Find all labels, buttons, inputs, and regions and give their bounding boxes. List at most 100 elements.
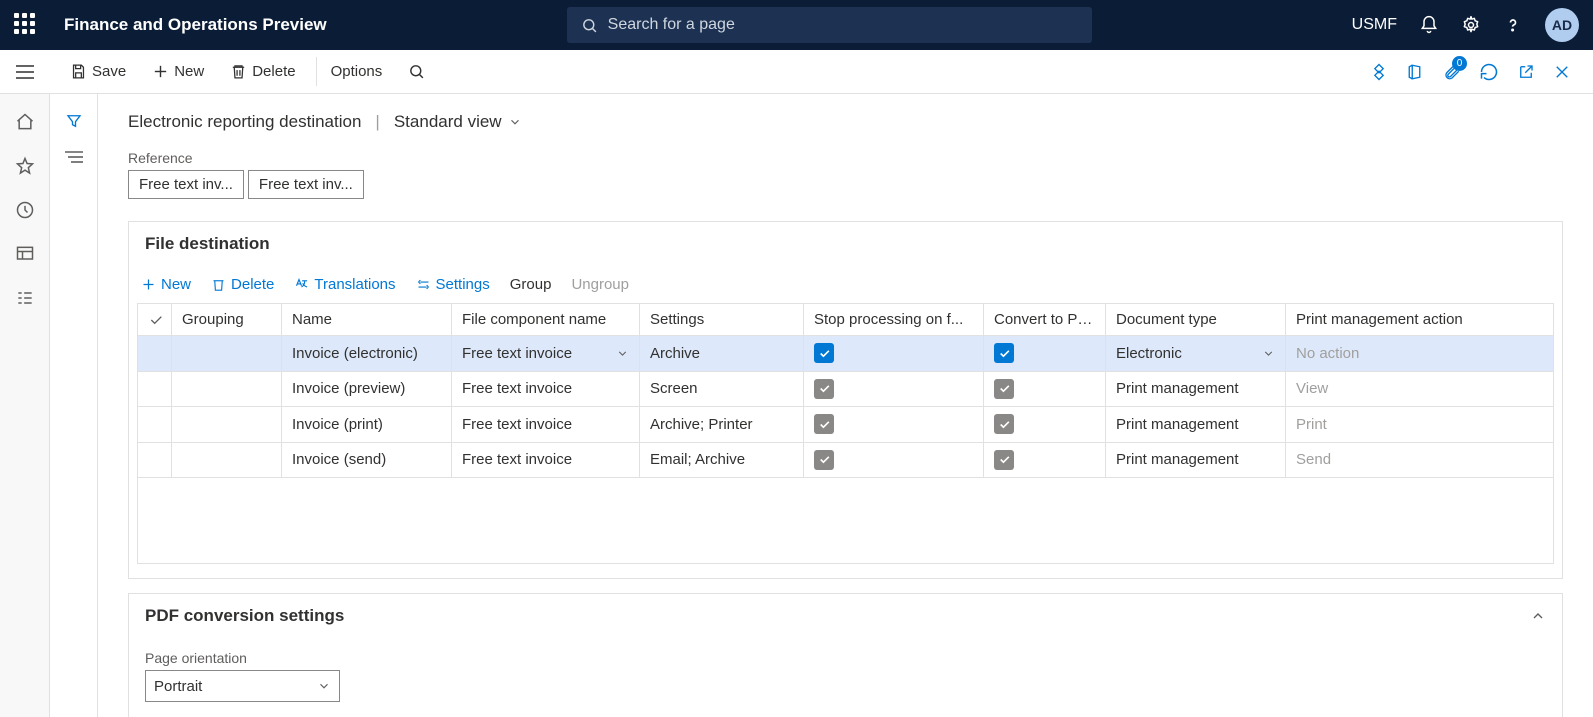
fd-settings-button[interactable]: Settings — [416, 276, 490, 293]
file-destination-header[interactable]: File destination — [129, 222, 1562, 266]
table-row[interactable]: Invoice (preview)Free text invoiceScreen… — [138, 371, 1554, 407]
cell-pma[interactable]: Send — [1286, 442, 1554, 478]
avatar[interactable]: AD — [1545, 8, 1579, 42]
cell-stop[interactable] — [804, 336, 984, 372]
gear-icon[interactable] — [1461, 15, 1481, 35]
cell-file-component[interactable]: Free text invoice — [452, 407, 640, 443]
save-button[interactable]: Save — [60, 57, 136, 86]
cell-stop[interactable] — [804, 371, 984, 407]
col-file-component[interactable]: File component name — [452, 304, 640, 336]
cell-file-component[interactable]: Free text invoice — [452, 336, 640, 372]
body: Electronic reporting destination | Stand… — [0, 94, 1593, 717]
cell-grouping[interactable] — [172, 371, 282, 407]
home-icon[interactable] — [15, 112, 35, 132]
cell-grouping[interactable] — [172, 407, 282, 443]
fd-new-button[interactable]: New — [141, 276, 191, 293]
row-selector[interactable] — [138, 371, 172, 407]
col-grouping[interactable]: Grouping — [172, 304, 282, 336]
office-icon[interactable] — [1407, 62, 1425, 82]
help-icon[interactable] — [1503, 15, 1523, 35]
table-row[interactable]: Invoice (send)Free text invoiceEmail; Ar… — [138, 442, 1554, 478]
cell-convert[interactable] — [984, 336, 1106, 372]
select-all-header[interactable] — [138, 304, 172, 336]
diamond-icon[interactable] — [1369, 62, 1389, 82]
cell-pma[interactable]: No action — [1286, 336, 1554, 372]
cell-file-component[interactable]: Free text invoice — [452, 442, 640, 478]
col-stop[interactable]: Stop processing on f... — [804, 304, 984, 336]
checkbox-stop[interactable] — [814, 379, 834, 399]
main-content: Electronic reporting destination | Stand… — [98, 94, 1593, 717]
row-selector[interactable] — [138, 336, 172, 372]
cell-doc-type[interactable]: Electronic — [1106, 336, 1286, 372]
cell-file-component[interactable]: Free text invoice — [452, 371, 640, 407]
cell-settings[interactable]: Archive; Printer — [640, 407, 804, 443]
attach-icon[interactable]: 0 — [1443, 62, 1461, 82]
cmd-search-button[interactable] — [398, 57, 435, 86]
fd-group-button[interactable]: Group — [510, 276, 552, 293]
checkbox-convert[interactable] — [994, 414, 1014, 434]
search-input[interactable]: Search for a page — [567, 7, 1092, 43]
col-name[interactable]: Name — [282, 304, 452, 336]
cell-settings[interactable]: Archive — [640, 336, 804, 372]
related-icon[interactable] — [65, 150, 83, 164]
cell-name[interactable]: Invoice (preview) — [282, 371, 452, 407]
row-selector[interactable] — [138, 442, 172, 478]
workspace-icon[interactable] — [15, 244, 35, 264]
recent-icon[interactable] — [15, 200, 35, 220]
table-row[interactable]: Invoice (print)Free text invoiceArchive;… — [138, 407, 1554, 443]
cell-doc-type[interactable]: Print management — [1106, 442, 1286, 478]
checkbox-stop[interactable] — [814, 343, 834, 363]
fd-translations-button[interactable]: Translations — [294, 276, 395, 293]
table-row[interactable]: Invoice (electronic)Free text invoiceArc… — [138, 336, 1554, 372]
col-convert[interactable]: Convert to PDF — [984, 304, 1106, 336]
new-button[interactable]: New — [142, 57, 214, 86]
cell-grouping[interactable] — [172, 336, 282, 372]
cell-stop[interactable] — [804, 407, 984, 443]
cell-grouping[interactable] — [172, 442, 282, 478]
checkbox-stop[interactable] — [814, 414, 834, 434]
checkbox-convert[interactable] — [994, 450, 1014, 470]
checkbox-stop[interactable] — [814, 450, 834, 470]
reference-chip[interactable]: Free text inv... — [128, 170, 244, 199]
top-nav: Finance and Operations Preview Search fo… — [0, 0, 1593, 50]
star-icon[interactable] — [15, 156, 35, 176]
close-icon[interactable] — [1553, 63, 1571, 81]
orientation-select[interactable]: Portrait — [145, 670, 340, 702]
hamburger-icon[interactable] — [0, 50, 50, 94]
cell-doc-type[interactable]: Print management — [1106, 371, 1286, 407]
modules-icon[interactable] — [15, 288, 35, 308]
cell-name[interactable]: Invoice (send) — [282, 442, 452, 478]
cell-settings[interactable]: Email; Archive — [640, 442, 804, 478]
cell-name[interactable]: Invoice (electronic) — [282, 336, 452, 372]
cell-stop[interactable] — [804, 442, 984, 478]
refresh-icon[interactable] — [1479, 62, 1499, 82]
filter-icon[interactable] — [65, 112, 83, 130]
cell-pma[interactable]: View — [1286, 371, 1554, 407]
col-doc-type[interactable]: Document type — [1106, 304, 1286, 336]
col-settings[interactable]: Settings — [640, 304, 804, 336]
col-pma[interactable]: Print management action — [1286, 304, 1554, 336]
cell-convert[interactable] — [984, 442, 1106, 478]
chevron-down-icon — [1262, 347, 1275, 360]
delete-button[interactable]: Delete — [220, 57, 305, 86]
legal-entity[interactable]: USMF — [1352, 16, 1397, 34]
checkbox-convert[interactable] — [994, 379, 1014, 399]
app-launcher-icon[interactable] — [14, 13, 38, 37]
cell-settings[interactable]: Screen — [640, 371, 804, 407]
cell-doc-type[interactable]: Print management — [1106, 407, 1286, 443]
reference-chip[interactable]: Free text inv... — [248, 170, 364, 199]
fd-delete-button[interactable]: Delete — [211, 276, 274, 293]
checkbox-convert[interactable] — [994, 343, 1014, 363]
view-selector[interactable]: Standard view — [394, 112, 522, 132]
pdf-settings-header[interactable]: PDF conversion settings — [129, 594, 1562, 638]
options-button[interactable]: Options — [316, 57, 393, 86]
cell-name[interactable]: Invoice (print) — [282, 407, 452, 443]
row-selector[interactable] — [138, 407, 172, 443]
cell-convert[interactable] — [984, 371, 1106, 407]
attach-badge: 0 — [1452, 56, 1467, 71]
cell-convert[interactable] — [984, 407, 1106, 443]
command-bar: Save New Delete Options 0 — [0, 50, 1593, 94]
cell-pma[interactable]: Print — [1286, 407, 1554, 443]
popout-icon[interactable] — [1517, 63, 1535, 81]
bell-icon[interactable] — [1419, 15, 1439, 35]
